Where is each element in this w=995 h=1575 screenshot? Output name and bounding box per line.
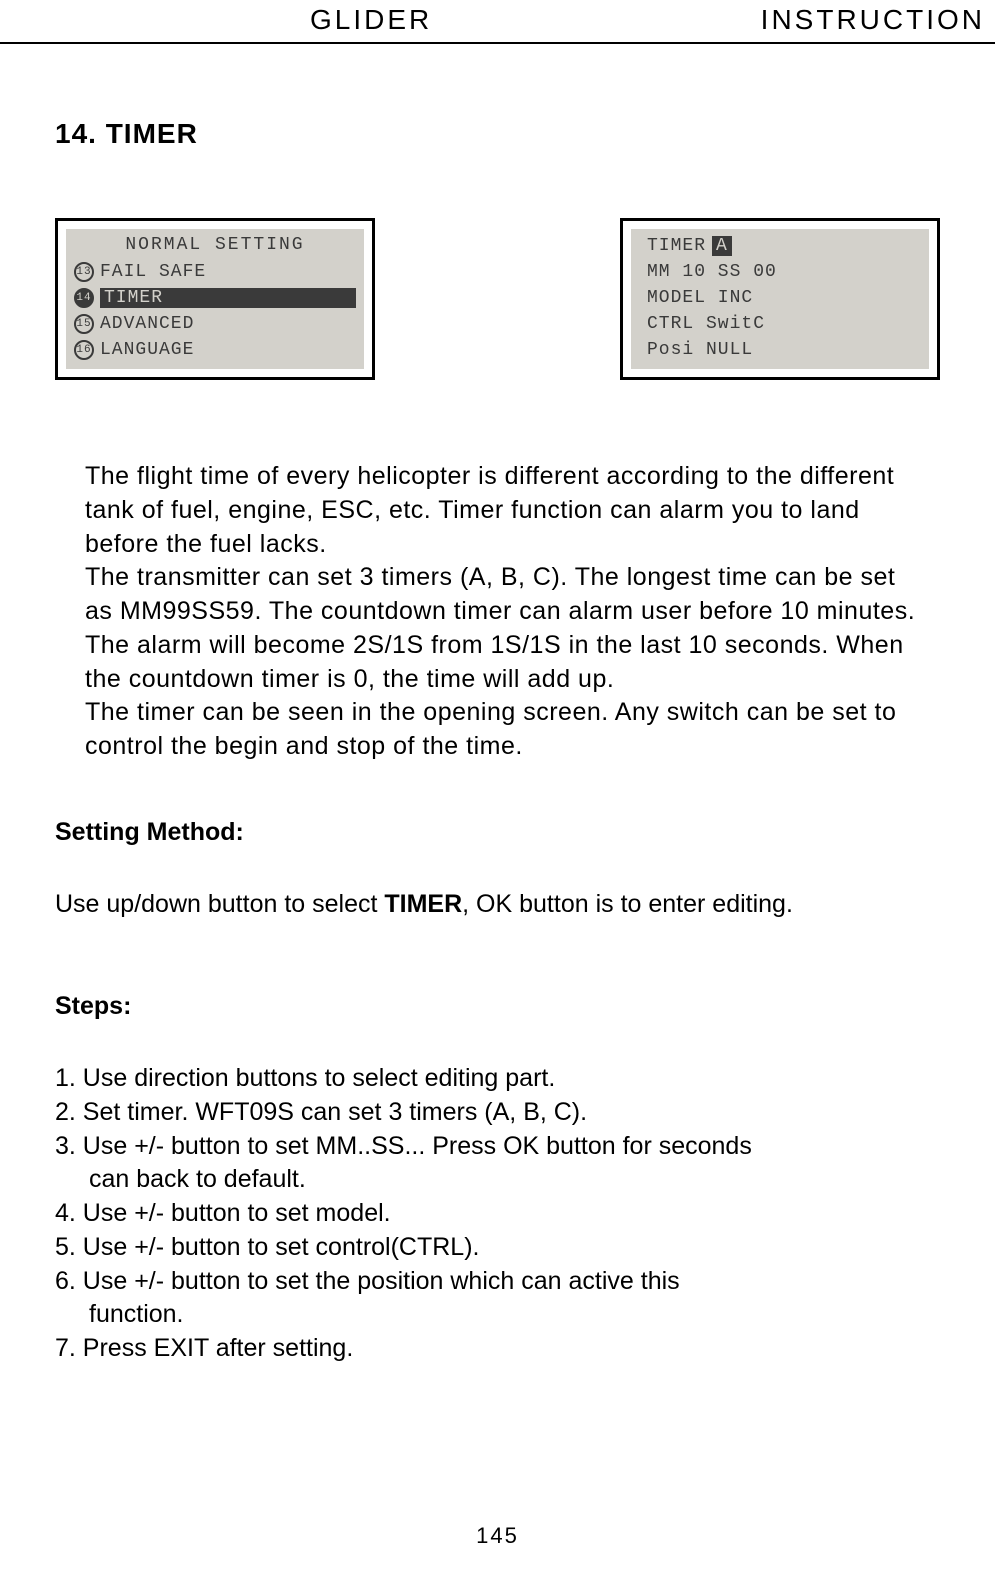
lcd-menu-item: 13 FAIL SAFE — [74, 259, 356, 285]
setting-bold: TIMER — [384, 890, 462, 918]
menu-number-icon: 14 — [74, 288, 94, 308]
menu-label: FAIL SAFE — [100, 262, 206, 282]
lcd-left-inner: NORMAL SETTING 13 FAIL SAFE 14 TIMER 15 … — [66, 229, 364, 369]
lcd-right-inner: TIMER A MM 10 SS 00 MODEL INC CTRL SwitC… — [631, 229, 929, 369]
section-title: 14. TIMER — [55, 118, 198, 150]
menu-label-selected: TIMER — [100, 288, 356, 308]
page: GLIDER INSTRUCTION 14. TIMER NORMAL SETT… — [0, 0, 995, 1575]
lcd-timer-badge: A — [712, 236, 732, 256]
lcd-menu-item: 15 ADVANCED — [74, 311, 356, 337]
menu-number-icon: 16 — [74, 340, 94, 360]
setting-post: , OK button is to enter editing. — [462, 890, 793, 918]
lcd-model-line: MODEL INC — [631, 285, 929, 311]
menu-number-icon: 15 — [74, 314, 94, 334]
menu-number-icon: 13 — [74, 262, 94, 282]
setting-method-title: Setting Method: — [55, 818, 244, 847]
step: 5. Use +/- button to set control(CTRL). — [55, 1231, 955, 1265]
page-header: GLIDER INSTRUCTION — [0, 0, 995, 44]
step: 6. Use +/- button to set the position wh… — [55, 1265, 955, 1299]
paragraph: The timer can be seen in the opening scr… — [85, 696, 925, 764]
lcd-timer-line: TIMER A — [631, 233, 929, 259]
step-continuation: function. — [55, 1298, 955, 1332]
step: 4. Use +/- button to set model. — [55, 1197, 955, 1231]
steps-title: Steps: — [55, 992, 131, 1021]
setting-method-line: Use up/down button to select TIMER, OK b… — [55, 888, 955, 922]
lcd-right: TIMER A MM 10 SS 00 MODEL INC CTRL SwitC… — [620, 218, 940, 380]
steps-list: 1. Use direction buttons to select editi… — [55, 1062, 955, 1366]
header-left: GLIDER — [310, 4, 432, 36]
page-number: 145 — [0, 1523, 995, 1549]
step: 7. Press EXIT after setting. — [55, 1332, 955, 1366]
lcd-screens-row: NORMAL SETTING 13 FAIL SAFE 14 TIMER 15 … — [55, 218, 940, 380]
step: 3. Use +/- button to set MM..SS... Press… — [55, 1130, 955, 1164]
header-right: INSTRUCTION — [761, 4, 985, 36]
menu-label: ADVANCED — [100, 314, 194, 334]
lcd-posi-line: Posi NULL — [631, 337, 929, 363]
lcd-mmss-line: MM 10 SS 00 — [631, 259, 929, 285]
lcd-menu-item-selected: 14 TIMER — [74, 285, 356, 311]
body-paragraphs: The flight time of every helicopter is d… — [85, 460, 925, 764]
menu-label: LANGUAGE — [100, 340, 194, 360]
setting-pre: Use up/down button to select — [55, 890, 384, 918]
lcd-ctrl-line: CTRL SwitC — [631, 311, 929, 337]
lcd-timer-label: TIMER — [647, 236, 706, 256]
paragraph: The flight time of every helicopter is d… — [85, 460, 925, 561]
lcd-left-title: NORMAL SETTING — [66, 229, 364, 255]
step: 2. Set timer. WFT09S can set 3 timers (A… — [55, 1096, 955, 1130]
lcd-left: NORMAL SETTING 13 FAIL SAFE 14 TIMER 15 … — [55, 218, 375, 380]
lcd-menu-item: 16 LANGUAGE — [74, 337, 356, 363]
step: 1. Use direction buttons to select editi… — [55, 1062, 955, 1096]
paragraph: The transmitter can set 3 timers (A, B, … — [85, 561, 925, 696]
lcd-left-list: 13 FAIL SAFE 14 TIMER 15 ADVANCED 16 LAN… — [66, 255, 364, 363]
step-continuation: can back to default. — [55, 1163, 955, 1197]
